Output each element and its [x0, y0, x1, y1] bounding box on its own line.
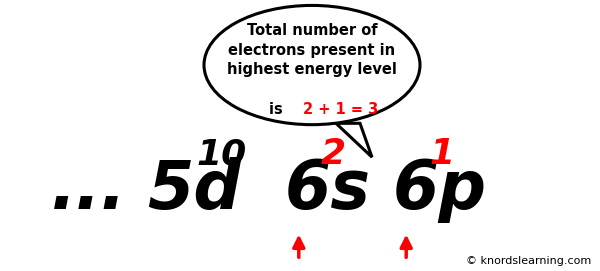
Text: 6s: 6s: [285, 157, 371, 223]
Text: © knordslearning.com: © knordslearning.com: [466, 256, 591, 266]
Text: ...: ...: [51, 157, 127, 223]
Text: Total number of
electrons present in
highest energy level: Total number of electrons present in hig…: [227, 23, 397, 78]
Text: 10: 10: [196, 137, 247, 172]
Text: 6p: 6p: [393, 157, 487, 223]
Ellipse shape: [204, 5, 420, 125]
Text: 2 + 1 = 3: 2 + 1 = 3: [303, 102, 378, 117]
Text: 2: 2: [321, 137, 346, 172]
Polygon shape: [336, 123, 372, 157]
Text: is: is: [269, 102, 288, 117]
Text: 1: 1: [429, 137, 454, 172]
Text: 5d: 5d: [147, 157, 241, 223]
